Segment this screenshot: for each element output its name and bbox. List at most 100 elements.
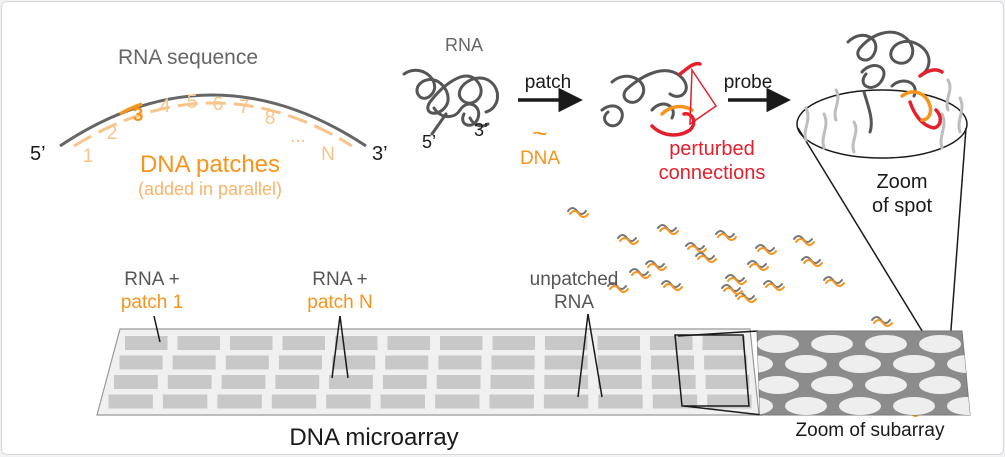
subarray-well xyxy=(811,335,853,353)
array-cell xyxy=(704,355,748,370)
subarray-well xyxy=(919,335,961,353)
folded-rna-icon xyxy=(402,68,499,136)
array-cell xyxy=(114,375,158,389)
subarray-well xyxy=(757,335,799,353)
patch-number-3: 3 xyxy=(133,105,144,126)
pointer-patch-n-a xyxy=(331,315,341,379)
pointer-patch-n-b xyxy=(339,315,349,379)
array-cell xyxy=(598,375,642,389)
array-cell xyxy=(162,394,208,409)
subarray-well xyxy=(893,355,935,373)
label-rna-patch-n-line1: RNA + xyxy=(312,269,367,290)
subarray-well xyxy=(757,376,799,394)
perturbed-label-line2: connections xyxy=(659,162,766,184)
array-cell xyxy=(707,394,752,409)
patched-molecule xyxy=(645,260,667,271)
array-cell xyxy=(492,336,535,350)
subarray-well xyxy=(785,397,827,415)
array-cell xyxy=(491,355,535,370)
array-cell xyxy=(705,375,750,389)
array-cell xyxy=(543,394,589,409)
spot-bound-rna xyxy=(846,30,944,134)
dna-patches-sublabel: (added in parallel) xyxy=(138,179,282,199)
patch-number-5: 5 xyxy=(187,92,198,113)
array-cell xyxy=(545,336,588,350)
patched-molecule xyxy=(685,242,707,253)
process-panel: RNA 5’ 3’ patch ~ DNA perturbed connecti… xyxy=(402,30,968,371)
array-cell xyxy=(271,394,317,409)
array-cell xyxy=(440,336,483,350)
patched-molecule xyxy=(695,252,717,263)
array-cell xyxy=(490,375,535,389)
array-cell xyxy=(544,355,588,370)
subarray-well xyxy=(785,355,827,373)
spot-zoom-line-left xyxy=(797,127,947,371)
patch-number-8: 8 xyxy=(265,108,276,129)
patch-number-4: 4 xyxy=(160,96,171,117)
array-cell xyxy=(282,336,325,350)
subarray-zoom-line-bottom xyxy=(683,405,763,416)
patched-molecule xyxy=(657,224,679,235)
patched-molecule xyxy=(567,207,589,218)
array-cell xyxy=(278,355,322,370)
microarray-cells xyxy=(108,336,752,409)
patched-molecule xyxy=(755,244,777,255)
subarray-well xyxy=(947,397,970,415)
patched-molecule xyxy=(763,280,785,291)
rna-5-prime-small: 5’ xyxy=(422,132,436,152)
patch-number-2: 2 xyxy=(107,123,118,144)
patched-molecule xyxy=(617,234,639,245)
perturbed-pointer xyxy=(689,67,718,126)
microarray-panel: RNA + patch 1 RNA + patch N unpatched RN… xyxy=(96,269,971,451)
subarray-well xyxy=(865,335,907,353)
array-cell xyxy=(650,336,693,350)
patch-segments xyxy=(73,101,353,148)
subarray-well xyxy=(839,397,881,415)
spot-zoom-line-right xyxy=(947,127,967,371)
patch-segment-3-highlight xyxy=(119,102,143,116)
array-cell xyxy=(650,355,694,370)
array-cell xyxy=(544,375,589,389)
patch-number-6: 6 xyxy=(213,94,224,115)
subarray-well xyxy=(811,376,853,394)
array-cell xyxy=(167,375,212,389)
patch-step-label: patch xyxy=(525,72,571,93)
rna-sequence-panel: RNA sequence 5’ 3’ 123 4 5 6 78... N DNA patc… xyxy=(30,46,388,199)
array-cell xyxy=(108,394,153,409)
array-cell xyxy=(702,336,745,350)
subarray-well xyxy=(865,376,907,394)
dna-patches-label: DNA patches xyxy=(140,151,280,178)
array-cell xyxy=(217,394,262,409)
array-cell xyxy=(597,355,641,370)
patched-molecule xyxy=(871,316,893,327)
subarray-well xyxy=(893,397,935,415)
array-cell xyxy=(652,394,698,409)
patched-molecule xyxy=(715,230,737,241)
subarray-well xyxy=(947,355,970,373)
array-cell xyxy=(438,355,482,370)
patched-molecule xyxy=(607,282,629,293)
array-cell xyxy=(332,355,376,370)
patched-molecule xyxy=(661,280,683,291)
array-cell xyxy=(230,336,273,350)
patched-molecule xyxy=(747,260,769,271)
array-cell xyxy=(382,375,427,389)
probe-step-label: probe xyxy=(724,72,773,93)
array-cell xyxy=(435,394,480,409)
rna-sequence-arc xyxy=(59,93,367,148)
dna-microarray-title: DNA microarray xyxy=(289,424,458,451)
spot-zoom-ellipse xyxy=(796,89,968,159)
array-cell xyxy=(221,375,266,389)
subarray-well xyxy=(757,355,773,373)
array-cell xyxy=(436,375,481,389)
patched-rna-icon xyxy=(600,61,702,137)
array-cell xyxy=(125,336,168,350)
label-unpatched-line1: unpatched xyxy=(530,269,619,290)
patch-number-labels: 123 4 5 6 78... N xyxy=(83,92,335,167)
subarray-well xyxy=(757,397,773,415)
array-cell xyxy=(489,394,534,409)
array-cell xyxy=(380,394,425,409)
subarray-zoom-line-top xyxy=(677,330,759,337)
